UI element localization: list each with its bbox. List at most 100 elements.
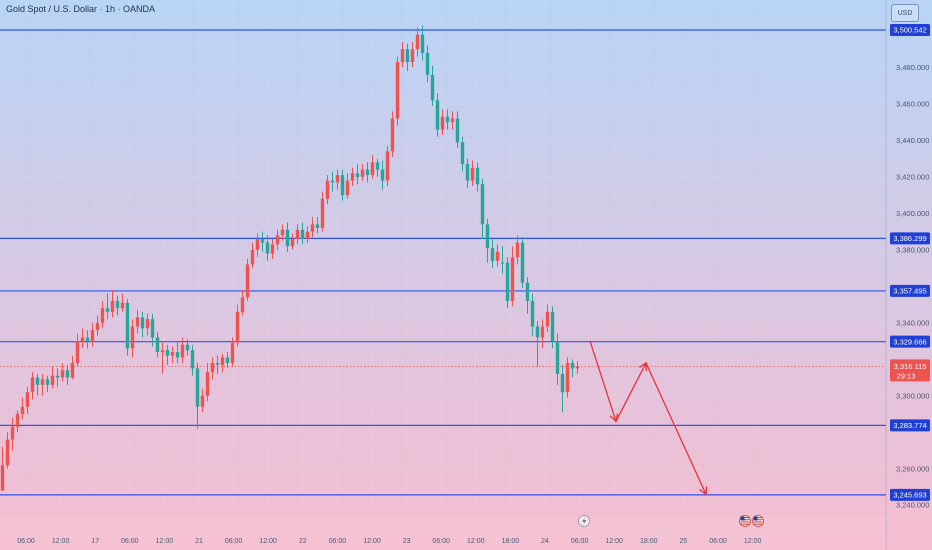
candle[interactable]	[420, 25, 425, 61]
candle[interactable]	[130, 319, 135, 358]
candle[interactable]	[390, 111, 395, 157]
price-axis[interactable]: 3,480.000 3,460.000 3,440.000 3,420.000 3,40…	[890, 24, 930, 510]
candle[interactable]	[335, 169, 340, 190]
candle[interactable]	[510, 246, 515, 307]
candle[interactable]	[495, 244, 500, 267]
candle[interactable]	[260, 231, 265, 252]
candle[interactable]	[255, 233, 260, 258]
candle[interactable]	[505, 257, 510, 309]
candle[interactable]	[175, 341, 180, 363]
candle[interactable]	[525, 277, 530, 314]
candle[interactable]	[285, 222, 290, 252]
candle[interactable]	[515, 235, 520, 265]
candle[interactable]	[225, 352, 230, 369]
candle[interactable]	[230, 337, 235, 367]
candle[interactable]	[570, 359, 575, 378]
candle[interactable]	[45, 375, 50, 393]
candle[interactable]	[275, 229, 280, 250]
candle[interactable]	[70, 355, 75, 380]
candle[interactable]	[245, 259, 250, 301]
candle[interactable]	[125, 299, 130, 356]
candle[interactable]	[460, 136, 465, 172]
us-flag-event-icon[interactable]	[752, 515, 764, 527]
candle[interactable]	[560, 364, 565, 413]
candle[interactable]	[475, 162, 480, 192]
candle[interactable]	[270, 238, 275, 259]
candle[interactable]	[85, 330, 90, 349]
level-price-tag[interactable]	[890, 335, 930, 348]
candle[interactable]	[120, 293, 125, 312]
candle[interactable]	[250, 242, 255, 269]
candle[interactable]	[345, 173, 350, 199]
candle[interactable]	[50, 366, 55, 389]
candle[interactable]	[240, 290, 245, 316]
candle[interactable]	[90, 322, 95, 347]
candle[interactable]	[10, 417, 15, 451]
candle[interactable]	[365, 162, 370, 183]
candle[interactable]	[530, 293, 535, 336]
candle[interactable]	[550, 306, 555, 349]
candle[interactable]	[65, 364, 70, 385]
candle[interactable]	[400, 41, 405, 68]
candle[interactable]	[565, 357, 570, 398]
candle[interactable]	[15, 410, 20, 433]
candle[interactable]	[215, 355, 220, 374]
candle[interactable]	[355, 164, 360, 185]
candle[interactable]	[300, 222, 305, 245]
candle[interactable]	[440, 109, 445, 135]
candle[interactable]	[20, 397, 25, 420]
candle[interactable]	[430, 65, 435, 106]
candle[interactable]	[405, 43, 410, 72]
candle[interactable]	[490, 238, 495, 269]
candle[interactable]	[135, 310, 140, 334]
candle[interactable]	[480, 178, 485, 239]
level-price-tag[interactable]	[890, 24, 930, 37]
candle[interactable]	[310, 217, 315, 238]
candle[interactable]	[520, 237, 525, 289]
event-markers[interactable]	[578, 515, 764, 527]
candle[interactable]	[60, 362, 65, 382]
time-axis[interactable]: 06:00 12:00 17 06:00 12:00 21 06:00 12:00 22 06:0…	[0, 518, 886, 550]
candle[interactable]	[410, 41, 415, 68]
candle[interactable]	[235, 304, 240, 347]
candle[interactable]	[450, 111, 455, 130]
candle[interactable]	[110, 290, 115, 318]
current-price-tag[interactable]	[890, 359, 930, 382]
candle[interactable]	[105, 293, 110, 320]
candle[interactable]	[540, 319, 545, 349]
us-flag-event-icon[interactable]	[739, 515, 751, 527]
candle[interactable]	[290, 233, 295, 250]
candle[interactable]	[210, 357, 215, 380]
candle[interactable]	[200, 388, 205, 413]
candle[interactable]	[360, 164, 365, 181]
candle[interactable]	[395, 56, 400, 126]
candle[interactable]	[435, 93, 440, 137]
candle[interactable]	[80, 328, 85, 349]
candle[interactable]	[465, 158, 470, 188]
candle[interactable]	[340, 169, 345, 201]
candle[interactable]	[325, 175, 330, 205]
candle[interactable]	[155, 331, 160, 358]
candle[interactable]	[30, 372, 35, 400]
candle[interactable]	[265, 235, 270, 261]
candle[interactable]	[535, 321, 540, 367]
level-price-tag[interactable]	[890, 232, 930, 245]
candle[interactable]	[500, 246, 505, 274]
candle[interactable]	[455, 111, 460, 148]
candle[interactable]	[180, 337, 185, 363]
candle[interactable]	[170, 346, 175, 363]
candle[interactable]	[150, 313, 155, 347]
candle[interactable]	[25, 386, 30, 415]
level-price-tag[interactable]	[890, 284, 930, 297]
candle[interactable]	[305, 226, 310, 243]
candle[interactable]	[485, 218, 490, 263]
candle[interactable]	[385, 145, 390, 187]
candle[interactable]	[425, 45, 430, 83]
currency-button[interactable]: USD	[891, 4, 919, 22]
candle[interactable]	[320, 191, 325, 232]
candle[interactable]	[415, 27, 420, 57]
level-price-tag[interactable]	[890, 419, 930, 432]
candle[interactable]	[160, 341, 165, 374]
candle[interactable]	[35, 373, 40, 396]
